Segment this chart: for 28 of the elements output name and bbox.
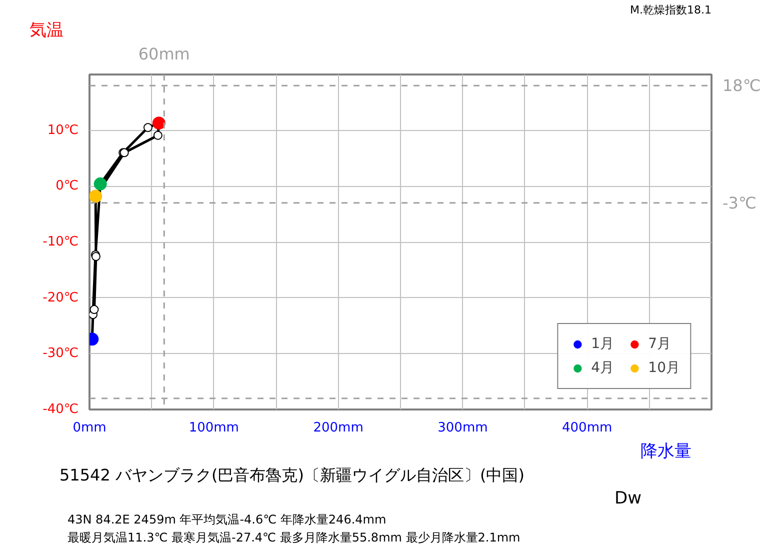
ref-line-label: -3℃	[722, 193, 756, 212]
legend-label: 1月	[591, 335, 616, 353]
x-tick-label: 300mm	[438, 420, 488, 436]
legend-label: 4月	[591, 359, 616, 377]
text: 43N 84.2E 2459m 年平均気温-4.6℃ 年降水量246.4mm	[68, 512, 386, 526]
text: Dw	[614, 488, 642, 508]
ref-line-label: 60mm	[138, 44, 190, 64]
point	[153, 130, 162, 140]
x-axis-title: 降水量	[640, 442, 692, 462]
x-tick-label: 400mm	[562, 420, 612, 436]
y-tick-label: 10℃	[47, 122, 79, 138]
y-tick-label: -30℃	[42, 346, 79, 362]
legend-label: 7月	[648, 335, 672, 353]
point	[143, 123, 152, 132]
legend-label: 10月	[648, 359, 680, 377]
point	[90, 305, 99, 314]
y-tick-label: 0℃	[56, 178, 79, 194]
text: 51542 バヤンブラク(巴音布魯克)〔新疆ウイグル自治区〕(中国)	[60, 466, 524, 484]
y-tick-label: -10℃	[42, 234, 79, 250]
x-tick-label: 0mm	[72, 420, 106, 436]
y-axis-title: 気温	[30, 20, 64, 40]
y-tick-label: -40℃	[42, 402, 79, 417]
x-tick-label: 100mm	[188, 420, 239, 436]
y-tick-label: -20℃	[42, 290, 79, 306]
text: 最暖月気温11.3℃ 最寒月気温-27.4℃ 最多月降水量55.8mm 最少月降水量2.1mm	[68, 530, 520, 544]
ref-line-label: 18℃	[722, 76, 761, 96]
text: M.乾燥指数18.1	[630, 4, 712, 16]
x-tick-label: 200mm	[313, 420, 364, 436]
